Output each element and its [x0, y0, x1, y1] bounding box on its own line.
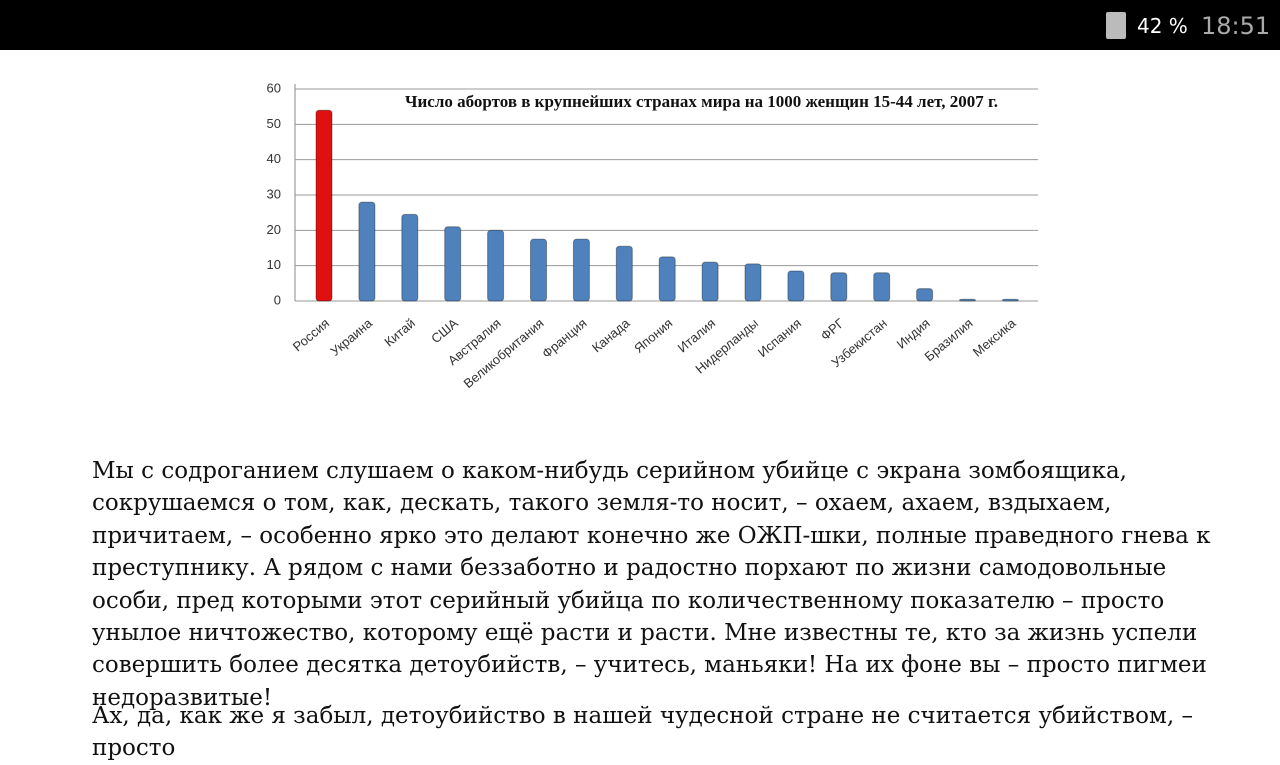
status-bar: 42 % 18:51	[0, 0, 1280, 50]
bar	[401, 213, 419, 302]
x-tick-label: Канада	[589, 315, 633, 355]
bar	[873, 272, 891, 302]
bar	[1001, 298, 1019, 302]
x-tick-label: Испания	[755, 315, 804, 360]
x-tick-label: Япония	[631, 315, 675, 356]
bar	[916, 288, 934, 302]
paragraph: Ах, да, как же я забыл, детоубийство в н…	[92, 703, 1193, 762]
x-tick-label: Бразилия	[922, 315, 976, 364]
bar	[830, 272, 848, 302]
y-tick-label: 50	[267, 116, 281, 131]
bar	[487, 229, 505, 302]
y-tick-label: 10	[267, 257, 281, 272]
y-tick-label: 40	[267, 151, 281, 166]
x-tick-label: Франция	[539, 315, 589, 361]
bar	[959, 298, 976, 302]
y-tick-label: 30	[267, 186, 281, 201]
bar	[530, 238, 547, 302]
y-tick-label: 20	[267, 222, 281, 237]
x-tick-label: ФРГ	[818, 315, 847, 343]
x-tick-label: Россия	[290, 315, 332, 354]
bar	[744, 263, 762, 302]
battery-icon	[1106, 12, 1126, 39]
battery-level: 42 %	[1137, 14, 1188, 38]
bar	[658, 256, 676, 302]
chart-title: Число абортов в крупнейших странах мира …	[405, 92, 999, 111]
y-tick-label: 60	[267, 80, 281, 95]
bar	[615, 245, 633, 302]
bar	[572, 238, 590, 302]
y-tick-label: 0	[274, 292, 281, 307]
paragraph: Мы с содроганием слушаем о каком-нибудь …	[92, 458, 1211, 711]
x-tick-label: США	[428, 315, 461, 346]
clock: 18:51	[1201, 12, 1271, 40]
bar	[444, 226, 462, 302]
bar	[358, 201, 376, 302]
bar	[701, 261, 719, 302]
x-tick-label: Китай	[381, 315, 418, 349]
bar	[787, 270, 805, 302]
x-tick-label: Украина	[327, 315, 375, 359]
x-tick-label: Мексика	[970, 315, 1019, 360]
x-tick-label: Индия	[894, 315, 933, 351]
bar	[315, 109, 333, 302]
